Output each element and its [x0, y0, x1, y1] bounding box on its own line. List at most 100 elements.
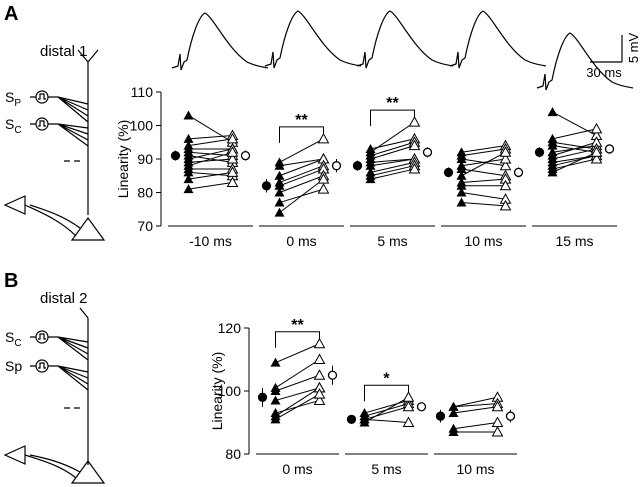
x-tick-label: 0 ms: [286, 233, 316, 249]
x-tick-label: -10 ms: [189, 233, 232, 249]
mean-point: [170, 150, 181, 161]
pair-line: [364, 399, 409, 414]
input-label: SC: [5, 116, 22, 136]
mean-point: [257, 392, 268, 402]
y-tick-label: 100: [218, 383, 242, 399]
after-point: [402, 400, 415, 412]
pair-line: [370, 138, 415, 150]
pair-line: [552, 158, 597, 170]
after-point: [313, 388, 326, 399]
before-point: [183, 174, 194, 184]
pair-line: [370, 141, 415, 157]
mean-point: [261, 181, 272, 191]
panel-title: distal 2: [40, 290, 88, 307]
input-label: SP: [5, 89, 21, 109]
pair-line: [552, 155, 597, 163]
pair-line: [188, 171, 233, 180]
pair-line: [275, 343, 320, 364]
mean-point: [346, 414, 357, 425]
after-point: [499, 199, 512, 211]
after-point: [313, 353, 326, 364]
pair-line: [364, 406, 409, 420]
after-point: [408, 116, 421, 127]
pair-line: [188, 148, 233, 160]
input-label: Sp: [5, 358, 22, 374]
after-point: [226, 152, 239, 164]
pair-line: [279, 158, 324, 167]
before-point: [274, 207, 285, 217]
before-point: [274, 187, 285, 197]
pair-line: [279, 178, 324, 213]
before-point: [456, 154, 467, 163]
before-point: [359, 414, 370, 424]
pair-line: [275, 374, 320, 392]
pair-line: [461, 158, 506, 167]
after-point: [226, 132, 239, 144]
x-tick-label: 15 ms: [555, 233, 593, 249]
pair-line: [370, 145, 415, 160]
x-tick-label: 10 ms: [464, 233, 502, 249]
pair-line: [552, 141, 597, 150]
before-point: [365, 160, 376, 170]
pair-line: [370, 158, 415, 163]
mean-point: [422, 147, 433, 157]
before-point: [183, 167, 194, 177]
before-point: [456, 187, 467, 197]
before-point: [270, 386, 281, 395]
neuron-diagram: [3, 307, 106, 484]
pair-line: [188, 151, 233, 167]
before-point: [274, 160, 285, 170]
pair-line: [370, 158, 415, 167]
pair-line: [453, 406, 498, 414]
y-axis-label: Linearity (%): [115, 120, 131, 199]
after-point: [313, 394, 326, 405]
after-point: [402, 391, 415, 402]
after-point: [590, 146, 603, 157]
mean-point: [327, 370, 338, 380]
pair-line: [461, 168, 506, 177]
before-point: [547, 167, 558, 177]
after-point: [491, 400, 504, 412]
before-point: [183, 184, 194, 194]
pair-line: [370, 165, 415, 177]
pair-line: [279, 175, 324, 193]
x-tick-label: 5 ms: [377, 233, 407, 249]
pair-line: [461, 151, 506, 177]
before-point: [365, 143, 376, 153]
after-point: [499, 152, 512, 164]
pair-line: [188, 138, 233, 147]
mean-point: [416, 402, 427, 412]
y-tick-label: 70: [137, 218, 153, 234]
significance-label: *: [383, 370, 390, 387]
pair-line: [275, 359, 320, 389]
after-point: [499, 159, 512, 171]
after-point: [402, 416, 415, 427]
after-point: [408, 139, 421, 151]
input-label: SC: [5, 329, 22, 349]
before-point: [448, 426, 459, 436]
pair-line: [552, 151, 597, 173]
significance-label: **: [386, 95, 399, 112]
y-tick-label: 80: [225, 446, 241, 462]
pair-line: [279, 158, 324, 177]
pair-line: [364, 418, 409, 423]
after-point: [317, 132, 330, 144]
significance-bracket: [279, 126, 324, 143]
before-point: [365, 174, 376, 184]
mean-point: [513, 167, 524, 178]
before-point: [274, 197, 285, 207]
pair-line: [453, 396, 498, 408]
pair-line: [370, 168, 415, 180]
pair-line: [453, 422, 498, 430]
pair-line: [552, 111, 597, 136]
after-point: [226, 166, 239, 177]
pair-line: [275, 393, 320, 420]
after-point: [491, 416, 504, 427]
before-point: [547, 107, 558, 117]
significance-bracket: [364, 384, 409, 402]
after-point: [317, 173, 330, 184]
mean-point: [534, 147, 545, 157]
after-point: [491, 425, 504, 437]
y-tick-label: 110: [131, 84, 154, 100]
